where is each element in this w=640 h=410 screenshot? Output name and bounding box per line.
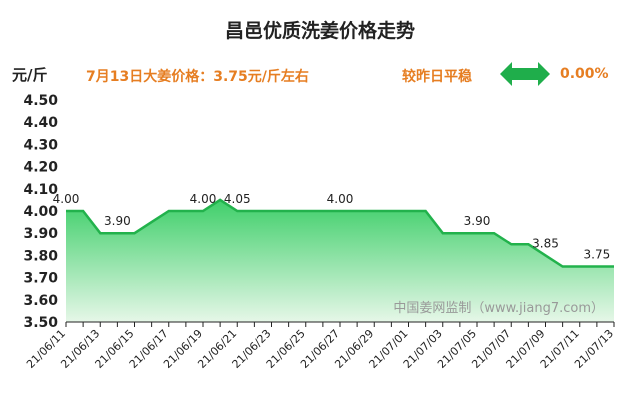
y-tick-label: 4.50 [23, 93, 58, 109]
price-line [66, 198, 614, 268]
data-label: 3.85 [532, 236, 559, 250]
y-axis-ticks: 3.50 3.60 3.70 3.80 3.90 4.00 4.10 4.20 4.30 4.40… [23, 93, 58, 331]
data-label: 3.90 [104, 214, 131, 228]
data-label: 4.00 [53, 192, 80, 206]
y-tick-label: 4.00 [23, 204, 58, 220]
data-label: 4.00 [327, 192, 354, 206]
change-value: 0.00% [560, 66, 609, 82]
y-tick-label: 4.10 [23, 182, 58, 198]
chart-title: 昌邑优质洗姜价格走势 [224, 20, 415, 42]
data-label: 3.75 [584, 248, 611, 262]
x-axis-ticks: 21/06/1121/06/1321/06/1521/06/1721/06/19… [24, 322, 616, 371]
y-tick-label: 4.20 [23, 160, 58, 176]
double-arrow-icon [500, 62, 550, 86]
data-label: 4.05 [224, 192, 251, 206]
y-tick-label: 3.80 [23, 248, 58, 264]
y-tick-label: 4.30 [23, 137, 58, 153]
y-tick-label: 3.60 [23, 293, 58, 309]
data-label: 4.00 [190, 192, 217, 206]
y-axis-unit: 元/斤 [12, 66, 48, 84]
y-tick-label: 4.40 [23, 115, 58, 131]
data-label: 3.90 [464, 214, 491, 228]
y-tick-label: 3.90 [23, 226, 58, 242]
price-note: 7月13日大姜价格：3.75元/斤左右 [86, 69, 309, 85]
y-tick-label: 3.50 [23, 315, 58, 331]
data-labels: 4.00 3.90 4.00 4.05 4.00 3.90 3.85 3.75 [53, 192, 611, 262]
watermark: 中国姜网监制（www.jiang7.com） [393, 301, 604, 316]
change-label: 较昨日平稳 [402, 69, 472, 85]
y-tick-label: 3.70 [23, 271, 58, 287]
price-area [66, 199, 614, 322]
